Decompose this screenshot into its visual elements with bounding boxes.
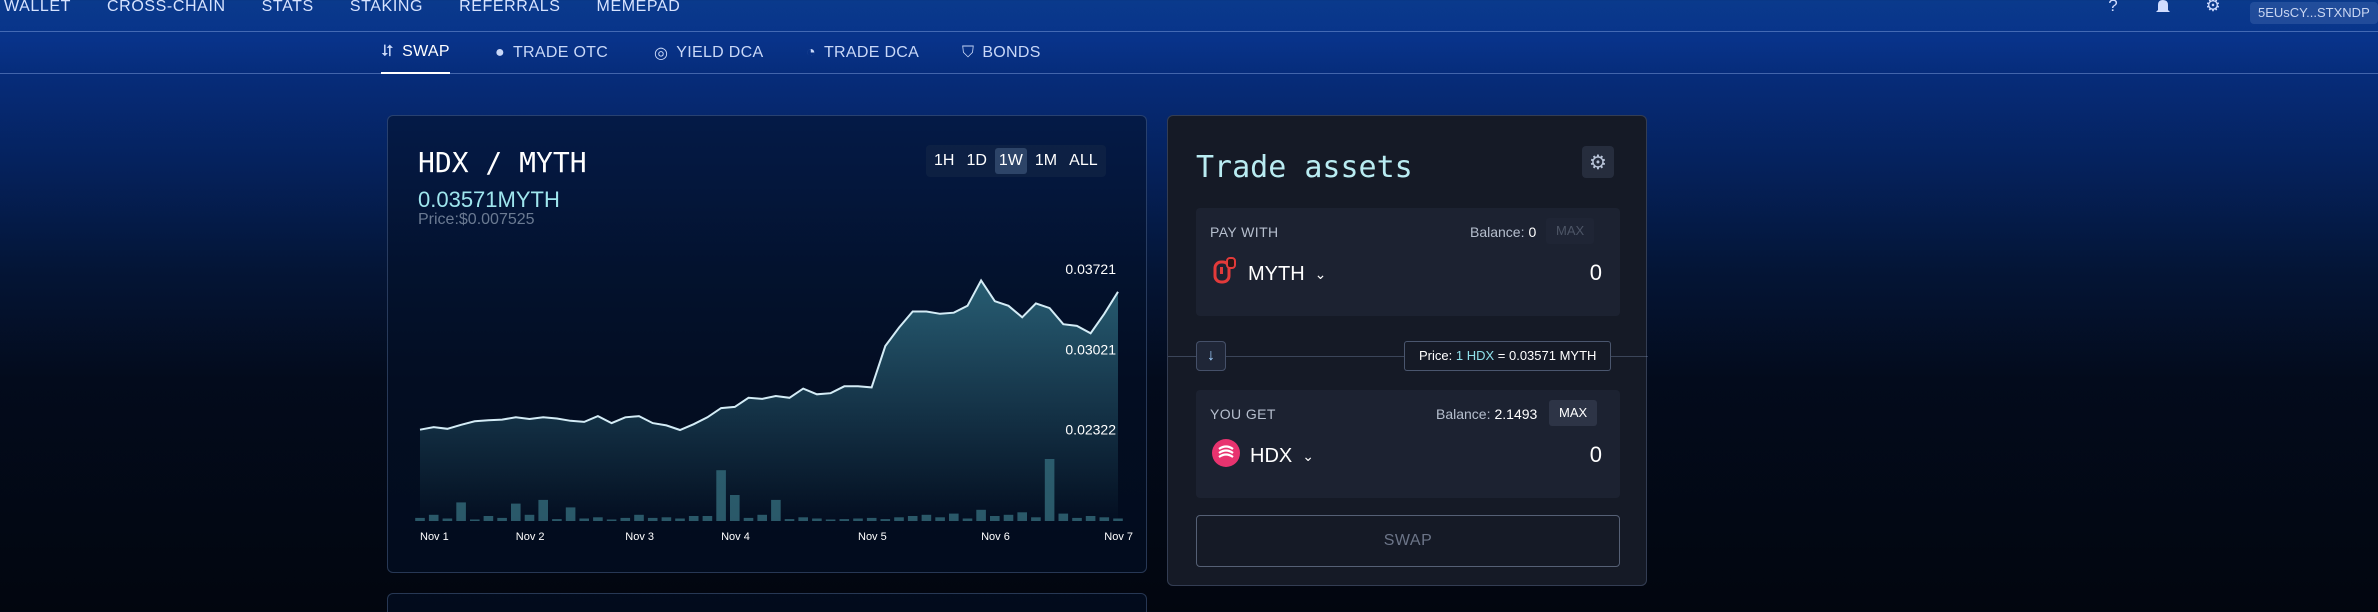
bottom-card	[387, 593, 1147, 612]
x-tick-label: Nov 3	[625, 531, 654, 543]
myth-token-icon	[1212, 257, 1238, 291]
hdx-token-icon	[1212, 439, 1240, 473]
nav-item-stats[interactable]: STATS	[261, 0, 314, 15]
get-balance: Balance: 2.1493	[1436, 406, 1537, 422]
chevron-down-icon: ⌄	[1314, 265, 1327, 282]
you-get-box: YOU GET Balance: 2.1493 MAX HDX ⌄	[1196, 390, 1620, 498]
pay-with-box: PAY WITH Balance: 0 MAX MYTH ⌄	[1196, 208, 1620, 316]
price-base: 1 HDX	[1455, 348, 1495, 363]
y-tick-label: 0.02322	[1065, 422, 1116, 438]
pay-with-label: PAY WITH	[1210, 224, 1279, 240]
switch-assets-button[interactable]: ↓	[1196, 341, 1226, 371]
price-prefix: Price:	[1419, 348, 1453, 363]
help-icon[interactable]: ?	[2108, 0, 2118, 15]
get-asset-label: HDX	[1250, 444, 1293, 467]
sub-navigation: ⮃ SWAP ● TRADE OTC ◎ YIELD DCA ◔ TRADE D…	[0, 32, 2378, 74]
you-get-label: YOU GET	[1210, 406, 1276, 422]
top-navigation: WALLET CROSS-CHAIN STATS STAKING REFERRA…	[0, 0, 2378, 32]
pay-balance: Balance: 0	[1470, 224, 1536, 240]
tab-trade-dca-label: TRADE DCA	[823, 44, 920, 61]
x-tick-label: Nov 5	[858, 531, 887, 543]
swap-button[interactable]: SWAP	[1196, 515, 1620, 567]
tab-yield-dca[interactable]: ◎ YIELD DCA	[654, 32, 763, 74]
pay-max-button[interactable]: MAX	[1546, 218, 1595, 244]
range-1w[interactable]: 1W	[994, 148, 1027, 174]
pay-asset-label: MYTH	[1248, 262, 1305, 285]
nav-item-referrals[interactable]: REFERRALS	[459, 0, 561, 15]
range-selector: 1H 1D 1W 1M ALL	[926, 145, 1106, 177]
tab-trade-otc[interactable]: ● TRADE OTC	[495, 32, 608, 74]
pay-amount-input[interactable]	[1402, 260, 1602, 286]
get-balance-value: 2.1493	[1494, 406, 1538, 422]
range-1m[interactable]: 1M	[1034, 152, 1058, 169]
yield-dca-icon: ◎	[654, 45, 669, 62]
x-tick-label: Nov 7	[1104, 531, 1133, 543]
x-tick-label: Nov 4	[721, 531, 750, 543]
tab-bonds[interactable]: ⛉ BONDS	[962, 32, 1041, 74]
gear-icon: ⚙	[1589, 151, 1607, 174]
trade-card: Trade assets ⚙ PAY WITH Balance: 0 MAX MY…	[1167, 115, 1648, 586]
tab-yield-dca-label: YIELD DCA	[676, 44, 764, 61]
range-all[interactable]: ALL	[1069, 152, 1098, 169]
y-tick-label: 0.03721	[1065, 261, 1116, 277]
pay-asset-selector[interactable]: MYTH ⌄	[1212, 256, 1326, 292]
range-1d[interactable]: 1D	[966, 152, 987, 169]
price-tag: Price: 1 HDX = 0.03571 MYTH	[1404, 341, 1612, 371]
nav-item-staking[interactable]: STAKING	[349, 0, 424, 15]
bell-icon[interactable]	[2154, 0, 2172, 15]
nav-item-cross-chain[interactable]: CROSS-CHAIN	[107, 0, 226, 15]
price-area	[420, 280, 1118, 521]
get-balance-label: Balance:	[1436, 406, 1491, 422]
nav-item-wallet[interactable]: WALLET	[4, 0, 72, 15]
nav-item-memepad[interactable]: MEMEPAD	[596, 0, 681, 15]
y-tick-labels: 0.03721 0.03021 0.02322	[1065, 261, 1116, 438]
y-tick-label: 0.03021	[1065, 341, 1116, 357]
tab-trade-otc-label: TRADE OTC	[512, 44, 609, 61]
x-tick-labels: Nov 1 Nov 2 Nov 3 Nov 4 Nov 5 Nov 6 Nov 7	[420, 531, 1133, 543]
pair-price: 0.03571MYTH	[418, 187, 560, 212]
bonds-icon: ⛉	[962, 44, 975, 61]
tab-trade-dca[interactable]: ◔ TRADE DCA	[806, 32, 919, 74]
tab-swap[interactable]: ⮃ SWAP	[381, 32, 450, 74]
trade-dca-icon: ◔	[806, 44, 816, 61]
trade-settings-button[interactable]: ⚙	[1582, 146, 1614, 178]
trade-title: Trade assets	[1196, 150, 1413, 185]
x-tick-label: Nov 2	[516, 531, 545, 543]
top-nav-items: WALLET CROSS-CHAIN STATS STAKING REFERRA…	[4, 0, 680, 16]
otc-icon: ●	[495, 44, 505, 61]
range-1h[interactable]: 1H	[934, 152, 955, 169]
get-asset-selector[interactable]: HDX ⌄	[1212, 438, 1314, 474]
arrow-down-icon: ↓	[1207, 347, 1215, 364]
x-tick-label: Nov 6	[981, 531, 1010, 543]
pair-title: HDX / MYTH	[418, 146, 587, 179]
tab-bonds-label: BONDS	[982, 44, 1041, 61]
x-tick-label: Nov 1	[420, 531, 449, 543]
tab-swap-label: SWAP	[402, 43, 450, 60]
swap-icon: ⮃	[381, 43, 395, 60]
get-max-button[interactable]: MAX	[1549, 400, 1598, 426]
pay-balance-label: Balance:	[1470, 224, 1525, 240]
gear-icon[interactable]: ⚙	[2205, 0, 2221, 15]
price-rest: = 0.03571 MYTH	[1497, 348, 1597, 363]
pair-usd-price: Price:$0.007525	[418, 211, 535, 228]
top-nav-icons: ? ⚙	[2104, 0, 2222, 15]
pay-balance-value: 0	[1528, 224, 1537, 240]
chevron-down-icon: ⌄	[1302, 447, 1314, 464]
get-amount-input[interactable]	[1402, 442, 1602, 468]
account-address[interactable]: 5EUsCY...STXNDP	[2250, 2, 2378, 24]
price-line	[419, 278, 1119, 432]
chart-card: 0.03721 0.03021 0.02322 Nov 1 Nov 2 Nov 3 Nov…	[387, 115, 1147, 573]
